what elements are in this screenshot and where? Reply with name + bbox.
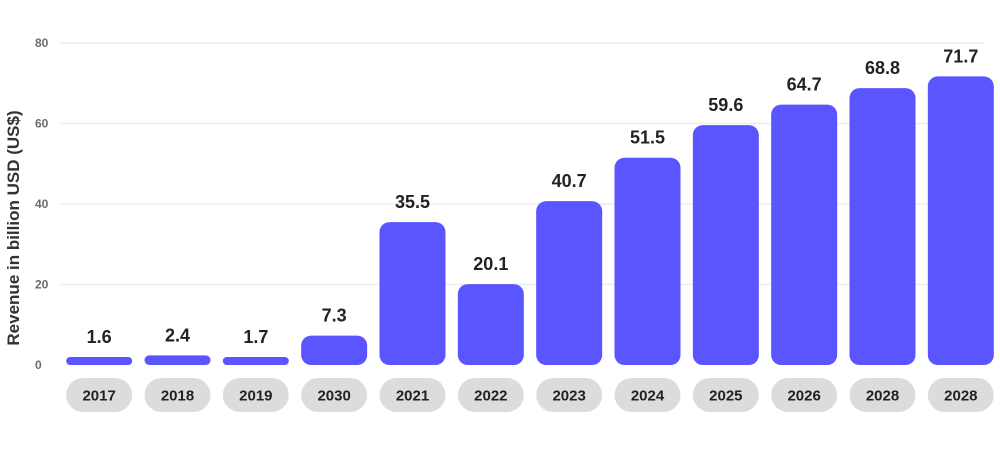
x-category: 2023 <box>536 378 603 412</box>
category-pill <box>222 378 289 412</box>
x-category: 2026 <box>771 378 838 412</box>
data-label: 68.8 <box>865 58 900 78</box>
category-pill <box>301 378 368 412</box>
x-tick-label: 2018 <box>161 388 194 405</box>
x-tick-label: 2025 <box>709 388 742 405</box>
x-tick-label: 2028 <box>866 388 899 405</box>
x-tick-label: 2028 <box>944 388 977 405</box>
category-pill <box>692 378 759 412</box>
x-category: 2017 <box>66 378 133 412</box>
x-category: 2019 <box>222 378 289 412</box>
category-pill <box>144 378 211 412</box>
data-label: 1.7 <box>243 327 268 347</box>
y-axis-ticks: 0 20 40 60 80 <box>35 36 49 372</box>
data-label: 20.1 <box>473 254 508 274</box>
x-category: 2025 <box>692 378 759 412</box>
y-tick-label: 20 <box>35 278 49 292</box>
data-label: 40.7 <box>552 171 587 191</box>
bar <box>222 357 289 365</box>
x-tick-label: 2030 <box>317 388 350 405</box>
y-tick-label: 40 <box>35 197 49 211</box>
data-label: 1.6 <box>87 327 112 347</box>
y-tick-label: 80 <box>35 36 49 50</box>
x-category: 2022 <box>457 378 524 412</box>
bar <box>927 76 994 365</box>
y-axis-label: Revenue in billion USD (US$) <box>4 110 23 345</box>
category-pill <box>927 378 994 412</box>
x-tick-label: 2023 <box>552 388 585 405</box>
gridlines <box>60 42 985 286</box>
data-label: 64.7 <box>787 75 822 95</box>
data-label: 7.3 <box>322 306 347 326</box>
data-label: 71.7 <box>943 46 978 66</box>
x-tick-label: 2021 <box>396 388 429 405</box>
x-tick-label: 2026 <box>787 388 820 405</box>
category-pill <box>457 378 524 412</box>
data-label: 2.4 <box>165 325 190 345</box>
category-pill <box>536 378 603 412</box>
bar <box>144 355 211 365</box>
bar <box>457 284 524 365</box>
x-category: 2024 <box>614 378 681 412</box>
bar <box>66 357 133 365</box>
value-labels: 1.6 2.4 1.7 7.3 35.5 20.1 40.7 51.5 59.6 64.7 68.8… <box>87 46 979 347</box>
bar <box>692 125 759 365</box>
x-tick-label: 2022 <box>474 388 507 405</box>
bar <box>379 222 446 365</box>
x-category: 2021 <box>379 378 446 412</box>
bars <box>66 76 994 366</box>
x-category: 2030 <box>301 378 368 412</box>
bar <box>536 201 603 365</box>
x-tick-label: 2019 <box>239 388 272 405</box>
category-pill <box>849 378 916 412</box>
x-tick-label: 2024 <box>631 388 665 405</box>
x-category: 2018 <box>144 378 211 412</box>
category-pill <box>614 378 681 412</box>
bar <box>614 157 681 365</box>
category-pill <box>379 378 446 412</box>
x-category: 2028 <box>849 378 916 412</box>
bar <box>301 335 368 365</box>
x-tick-label: 2017 <box>82 388 115 405</box>
data-label: 51.5 <box>630 128 665 148</box>
bar <box>771 104 838 366</box>
category-labels: 2017 2018 2019 2030 2021 2022 2023 2024 2025 2026… <box>66 378 994 412</box>
data-label: 35.5 <box>395 192 430 212</box>
category-pill <box>771 378 838 412</box>
y-tick-label: 60 <box>35 117 49 131</box>
y-tick-label: 0 <box>35 358 42 372</box>
bar <box>849 88 916 365</box>
category-pill <box>66 378 133 412</box>
x-category: 2028 <box>927 378 994 412</box>
data-label: 59.6 <box>708 95 743 115</box>
